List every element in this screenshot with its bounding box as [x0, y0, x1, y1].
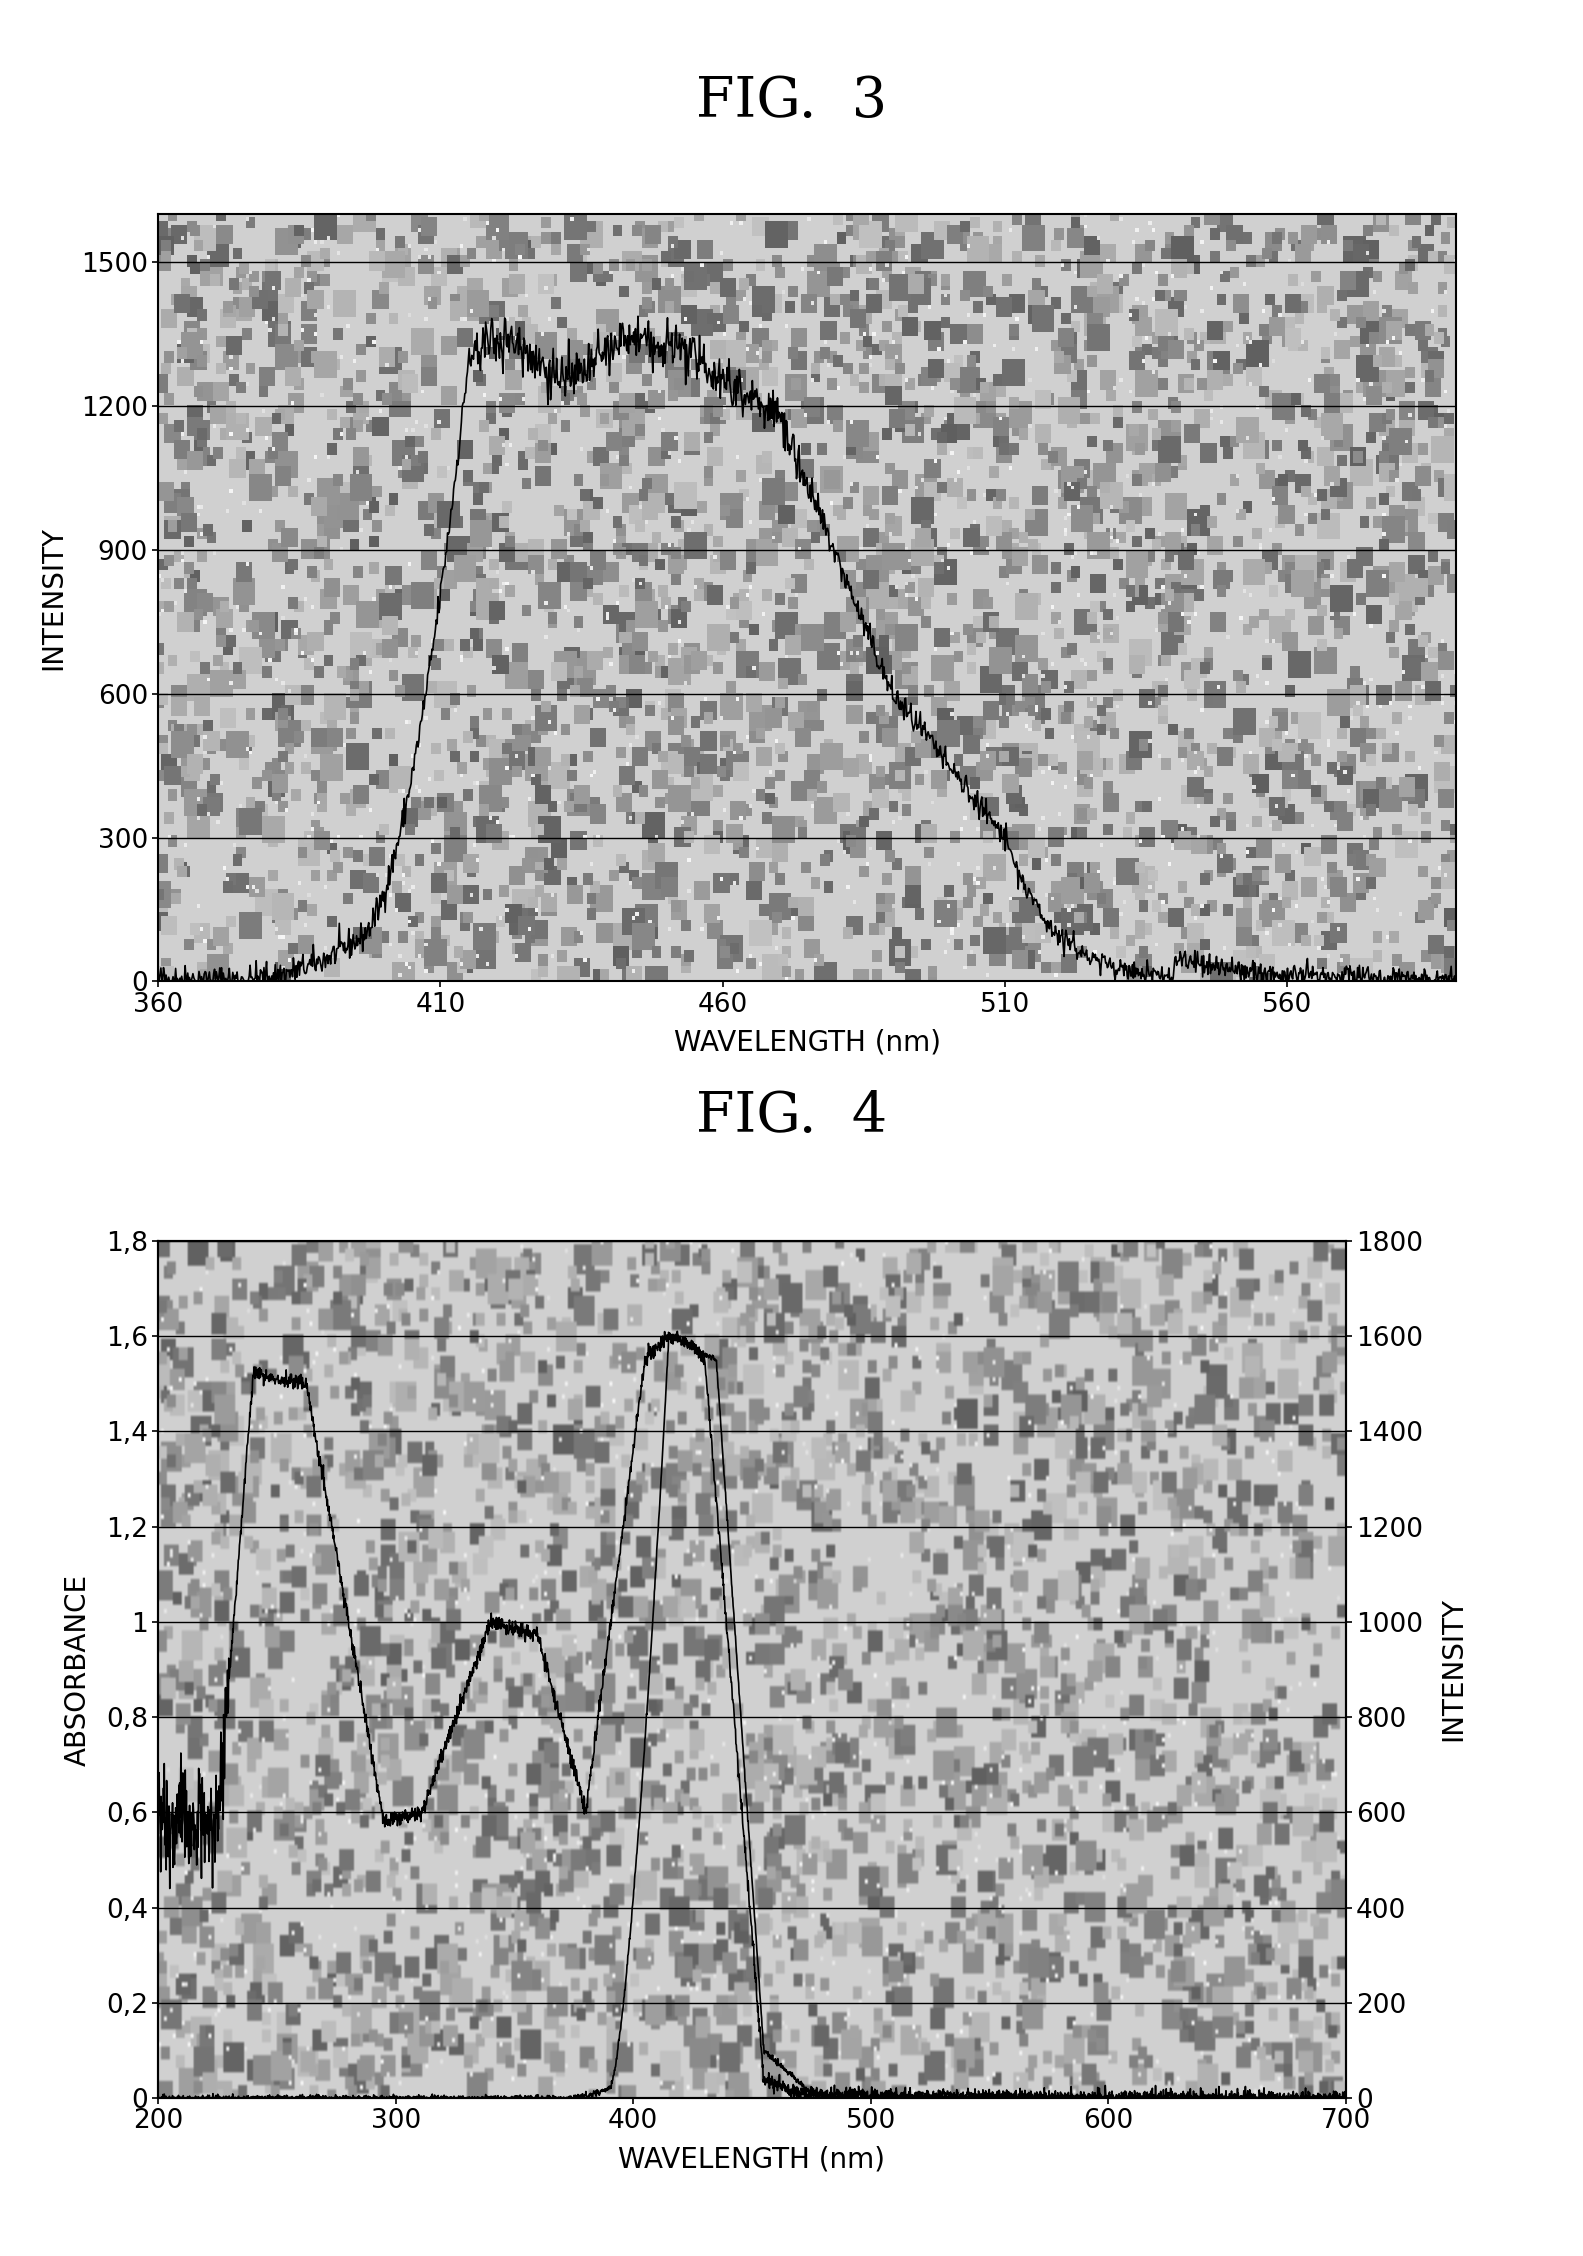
- X-axis label: WAVELENGTH (nm): WAVELENGTH (nm): [619, 2145, 885, 2173]
- Text: FIG.  4: FIG. 4: [697, 1090, 886, 1144]
- X-axis label: WAVELENGTH (nm): WAVELENGTH (nm): [674, 1029, 940, 1056]
- Y-axis label: INTENSITY: INTENSITY: [40, 526, 66, 670]
- Y-axis label: INTENSITY: INTENSITY: [1439, 1597, 1467, 1742]
- Text: FIG.  3: FIG. 3: [697, 74, 886, 129]
- Y-axis label: ABSORBANCE: ABSORBANCE: [63, 1572, 92, 1766]
